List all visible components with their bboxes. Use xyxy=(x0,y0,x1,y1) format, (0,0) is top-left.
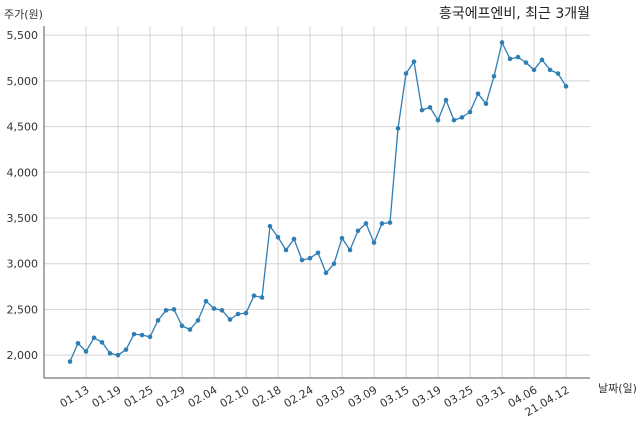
data-point xyxy=(483,101,489,107)
data-point xyxy=(523,60,529,65)
y-tick-labels: 2,000 2,500 3,000 3,500 4,000 4,500 5,000 5,500 xyxy=(7,29,39,362)
data-point xyxy=(283,247,289,253)
data-point xyxy=(299,257,305,263)
y-tick-label: 5,500 xyxy=(7,29,39,42)
data-point xyxy=(155,318,161,323)
data-point xyxy=(139,332,145,338)
data-point xyxy=(379,221,385,226)
data-point xyxy=(547,67,553,73)
data-point xyxy=(107,351,113,356)
data-point xyxy=(131,331,137,337)
data-point xyxy=(371,240,377,245)
data-point xyxy=(563,84,569,89)
data-point xyxy=(539,57,545,63)
x-axis-label: 날짜(일) xyxy=(598,381,637,395)
data-point xyxy=(363,221,369,226)
chart-title: 흥국에프엔비, 최근 3개월 xyxy=(439,6,590,22)
data-point xyxy=(235,311,241,317)
data-point xyxy=(203,298,209,304)
data-point xyxy=(259,295,265,300)
data-point xyxy=(339,235,345,241)
data-point xyxy=(331,261,337,267)
data-point xyxy=(291,236,297,242)
y-tick-label: 2,500 xyxy=(7,303,39,316)
data-point xyxy=(347,247,353,253)
axes xyxy=(43,26,590,379)
data-point xyxy=(67,359,73,364)
y-tick-label: 3,500 xyxy=(7,212,39,225)
data-point xyxy=(459,115,465,120)
data-point xyxy=(83,349,89,354)
y-tick-label: 3,000 xyxy=(7,258,39,271)
data-point xyxy=(403,71,409,76)
data-point xyxy=(443,97,449,103)
data-point xyxy=(187,327,193,332)
data-point xyxy=(171,307,177,312)
data-point xyxy=(531,67,537,73)
grid xyxy=(44,26,590,378)
series xyxy=(67,40,569,364)
data-point xyxy=(227,317,233,322)
data-point xyxy=(243,310,249,316)
y-tick-label: 2,000 xyxy=(7,349,39,362)
data-point xyxy=(427,105,433,110)
data-point xyxy=(395,126,401,131)
data-point xyxy=(387,220,393,225)
data-point xyxy=(515,54,521,60)
data-point xyxy=(491,73,497,79)
data-point xyxy=(115,352,121,358)
data-point xyxy=(435,117,441,123)
data-point xyxy=(251,293,257,299)
data-point xyxy=(307,255,313,261)
data-point xyxy=(355,228,361,234)
data-point xyxy=(507,56,513,62)
data-point xyxy=(163,308,169,313)
data-point xyxy=(323,270,329,276)
y-tick-label: 5,000 xyxy=(7,75,39,88)
data-point xyxy=(275,234,281,240)
data-point xyxy=(211,306,217,311)
data-point xyxy=(99,340,105,345)
data-point xyxy=(75,340,81,346)
y-axis-label: 주가(원) xyxy=(4,8,43,21)
data-point xyxy=(419,107,425,113)
data-point xyxy=(195,318,201,323)
y-tick-label: 4,500 xyxy=(7,121,39,134)
data-point xyxy=(475,91,481,96)
data-point xyxy=(315,250,321,256)
data-point xyxy=(499,40,505,45)
data-point xyxy=(123,347,129,352)
data-point xyxy=(147,334,153,340)
data-point xyxy=(91,335,97,341)
data-point xyxy=(411,59,417,64)
data-point xyxy=(467,109,473,115)
data-point xyxy=(555,71,561,76)
data-point xyxy=(267,223,273,229)
data-point xyxy=(219,308,225,313)
data-point xyxy=(451,117,457,123)
y-tick-label: 4,000 xyxy=(7,166,39,179)
data-point xyxy=(179,323,185,329)
